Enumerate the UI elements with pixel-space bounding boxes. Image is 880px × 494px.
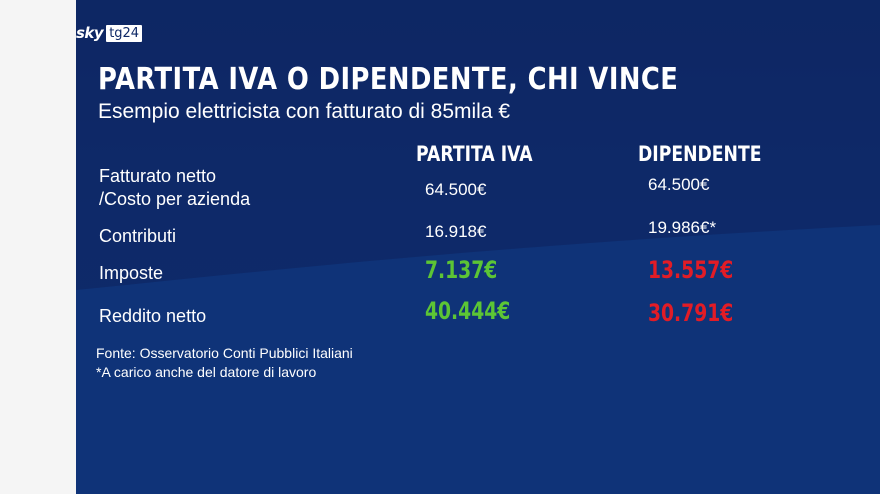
fatturato-dipendente: 64.500€: [648, 175, 710, 194]
column-header-partita-iva: PARTITA IVA: [416, 142, 533, 166]
imposte-dipendente: 13.557€: [648, 256, 734, 284]
footnote: *A carico anche del datore di lavoro: [96, 364, 317, 380]
reddito-partita-iva: 40.444€: [425, 297, 511, 325]
contributi-partita-iva: 16.918€: [425, 222, 487, 241]
contributi-dipendente: 19.986€*: [648, 218, 717, 237]
imposte-partita-iva: 7.137€: [425, 256, 498, 284]
reddito-dipendente: 30.791€: [648, 299, 734, 327]
logo-sky: sky: [76, 24, 104, 42]
row-label-fatturato-line1: Fatturato netto: [99, 166, 217, 186]
column-header-dipendente: DIPENDENTE: [638, 142, 762, 166]
row-label-fatturato-line2: /Costo per azienda: [99, 189, 251, 209]
logo-tg24: tg24: [106, 24, 143, 42]
sky-tg24-logo: sky tg24: [76, 24, 143, 42]
graphic-panel: [76, 0, 880, 494]
background-wave: [76, 0, 880, 494]
page-subtitle: Esempio elettricista con fatturato di 85…: [98, 100, 511, 123]
fatturato-partita-iva: 64.500€: [425, 180, 487, 199]
row-label-imposte: Imposte: [99, 263, 164, 283]
left-white-strip: [0, 0, 76, 494]
source-note: Fonte: Osservatorio Conti Pubblici Itali…: [96, 345, 353, 361]
row-label-contributi: Contributi: [99, 226, 177, 246]
page-title: PARTITA IVA O DIPENDENTE, CHI VINCE: [98, 62, 679, 97]
row-label-reddito-netto: Reddito netto: [99, 306, 207, 326]
row-label-fatturato: Fatturato netto /Costo per azienda: [99, 165, 250, 211]
